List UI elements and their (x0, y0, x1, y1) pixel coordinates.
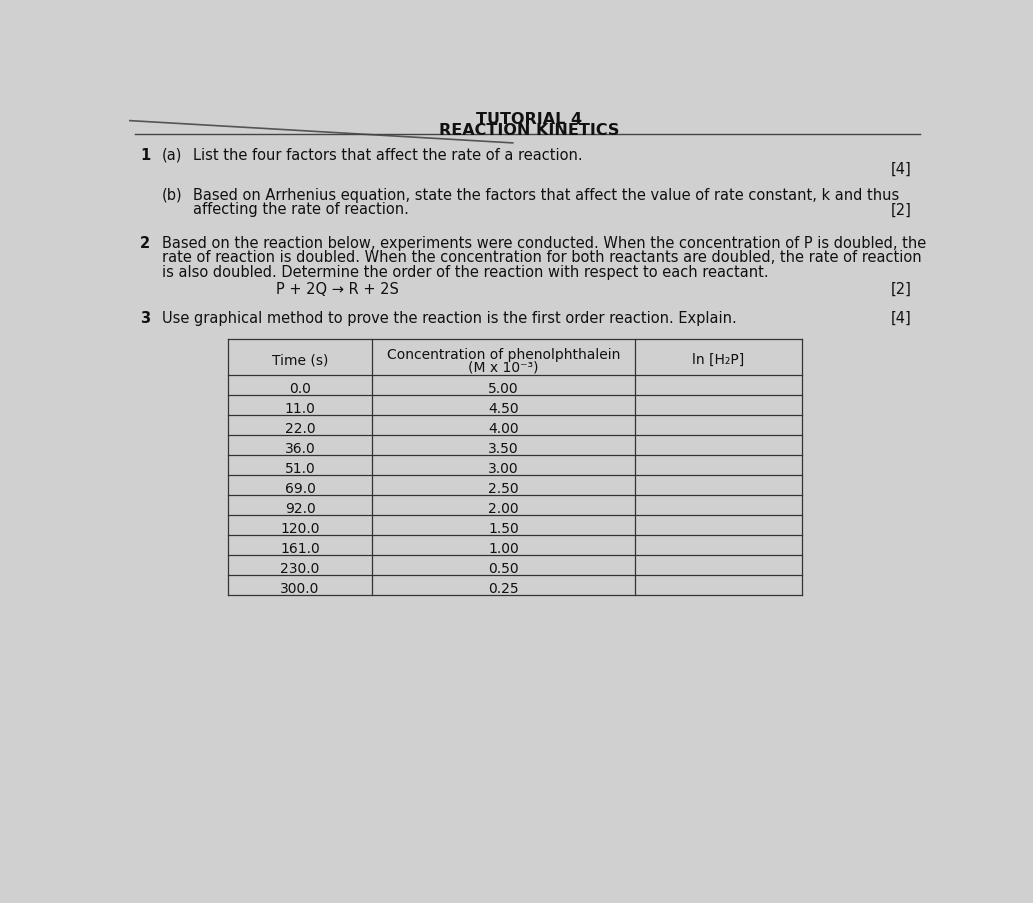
Text: List the four factors that affect the rate of a reaction.: List the four factors that affect the ra… (193, 147, 583, 163)
Text: rate of reaction is doubled. When the concentration for both reactants are doubl: rate of reaction is doubled. When the co… (162, 250, 921, 265)
Text: 0.50: 0.50 (489, 562, 519, 575)
Text: (M x 10⁻³): (M x 10⁻³) (468, 360, 538, 374)
Text: [4]: [4] (891, 162, 912, 176)
Text: 1.00: 1.00 (488, 542, 519, 555)
Text: affecting the rate of reaction.: affecting the rate of reaction. (193, 202, 408, 218)
Text: 36.0: 36.0 (285, 442, 315, 455)
Text: 120.0: 120.0 (280, 521, 320, 535)
Text: 2.00: 2.00 (489, 501, 519, 516)
Text: (b): (b) (162, 188, 182, 202)
Text: REACTION KINETICS: REACTION KINETICS (439, 123, 619, 138)
Text: 3.50: 3.50 (489, 442, 519, 455)
Text: 3: 3 (140, 311, 150, 326)
Text: Concentration of phenolphthalein: Concentration of phenolphthalein (386, 348, 620, 361)
Text: 4.00: 4.00 (489, 422, 519, 435)
Text: Based on the reaction below, experiments were conducted. When the concentration : Based on the reaction below, experiments… (162, 236, 926, 250)
Text: Time (s): Time (s) (272, 353, 328, 367)
Text: TUTORIAL 4: TUTORIAL 4 (476, 111, 582, 126)
Text: 5.00: 5.00 (489, 381, 519, 396)
Text: 22.0: 22.0 (285, 422, 315, 435)
Text: 1: 1 (140, 147, 150, 163)
Text: 2: 2 (140, 236, 150, 250)
Text: 3.00: 3.00 (489, 461, 519, 475)
Text: 69.0: 69.0 (284, 481, 315, 496)
Text: Use graphical method to prove the reaction is the first order reaction. Explain.: Use graphical method to prove the reacti… (162, 311, 737, 326)
Text: [2]: [2] (891, 282, 912, 296)
Text: (a): (a) (162, 147, 182, 163)
Text: is also doubled. Determine the order of the reaction with respect to each reacta: is also doubled. Determine the order of … (162, 265, 769, 280)
Text: 4.50: 4.50 (489, 402, 519, 415)
Text: [2]: [2] (891, 202, 912, 218)
Text: 0.25: 0.25 (489, 582, 519, 595)
Text: P + 2Q → R + 2S: P + 2Q → R + 2S (277, 282, 399, 296)
Text: 92.0: 92.0 (285, 501, 315, 516)
Text: 1.50: 1.50 (488, 521, 519, 535)
Text: 11.0: 11.0 (284, 402, 315, 415)
Text: 0.0: 0.0 (289, 381, 311, 396)
Text: 230.0: 230.0 (280, 562, 319, 575)
Text: ln [H₂P]: ln [H₂P] (692, 353, 745, 367)
Text: [4]: [4] (891, 311, 912, 326)
Text: 51.0: 51.0 (285, 461, 315, 475)
Text: 161.0: 161.0 (280, 542, 320, 555)
Text: 2.50: 2.50 (489, 481, 519, 496)
Text: 300.0: 300.0 (280, 582, 319, 595)
Text: Based on Arrhenius equation, state the factors that affect the value of rate con: Based on Arrhenius equation, state the f… (193, 188, 899, 202)
